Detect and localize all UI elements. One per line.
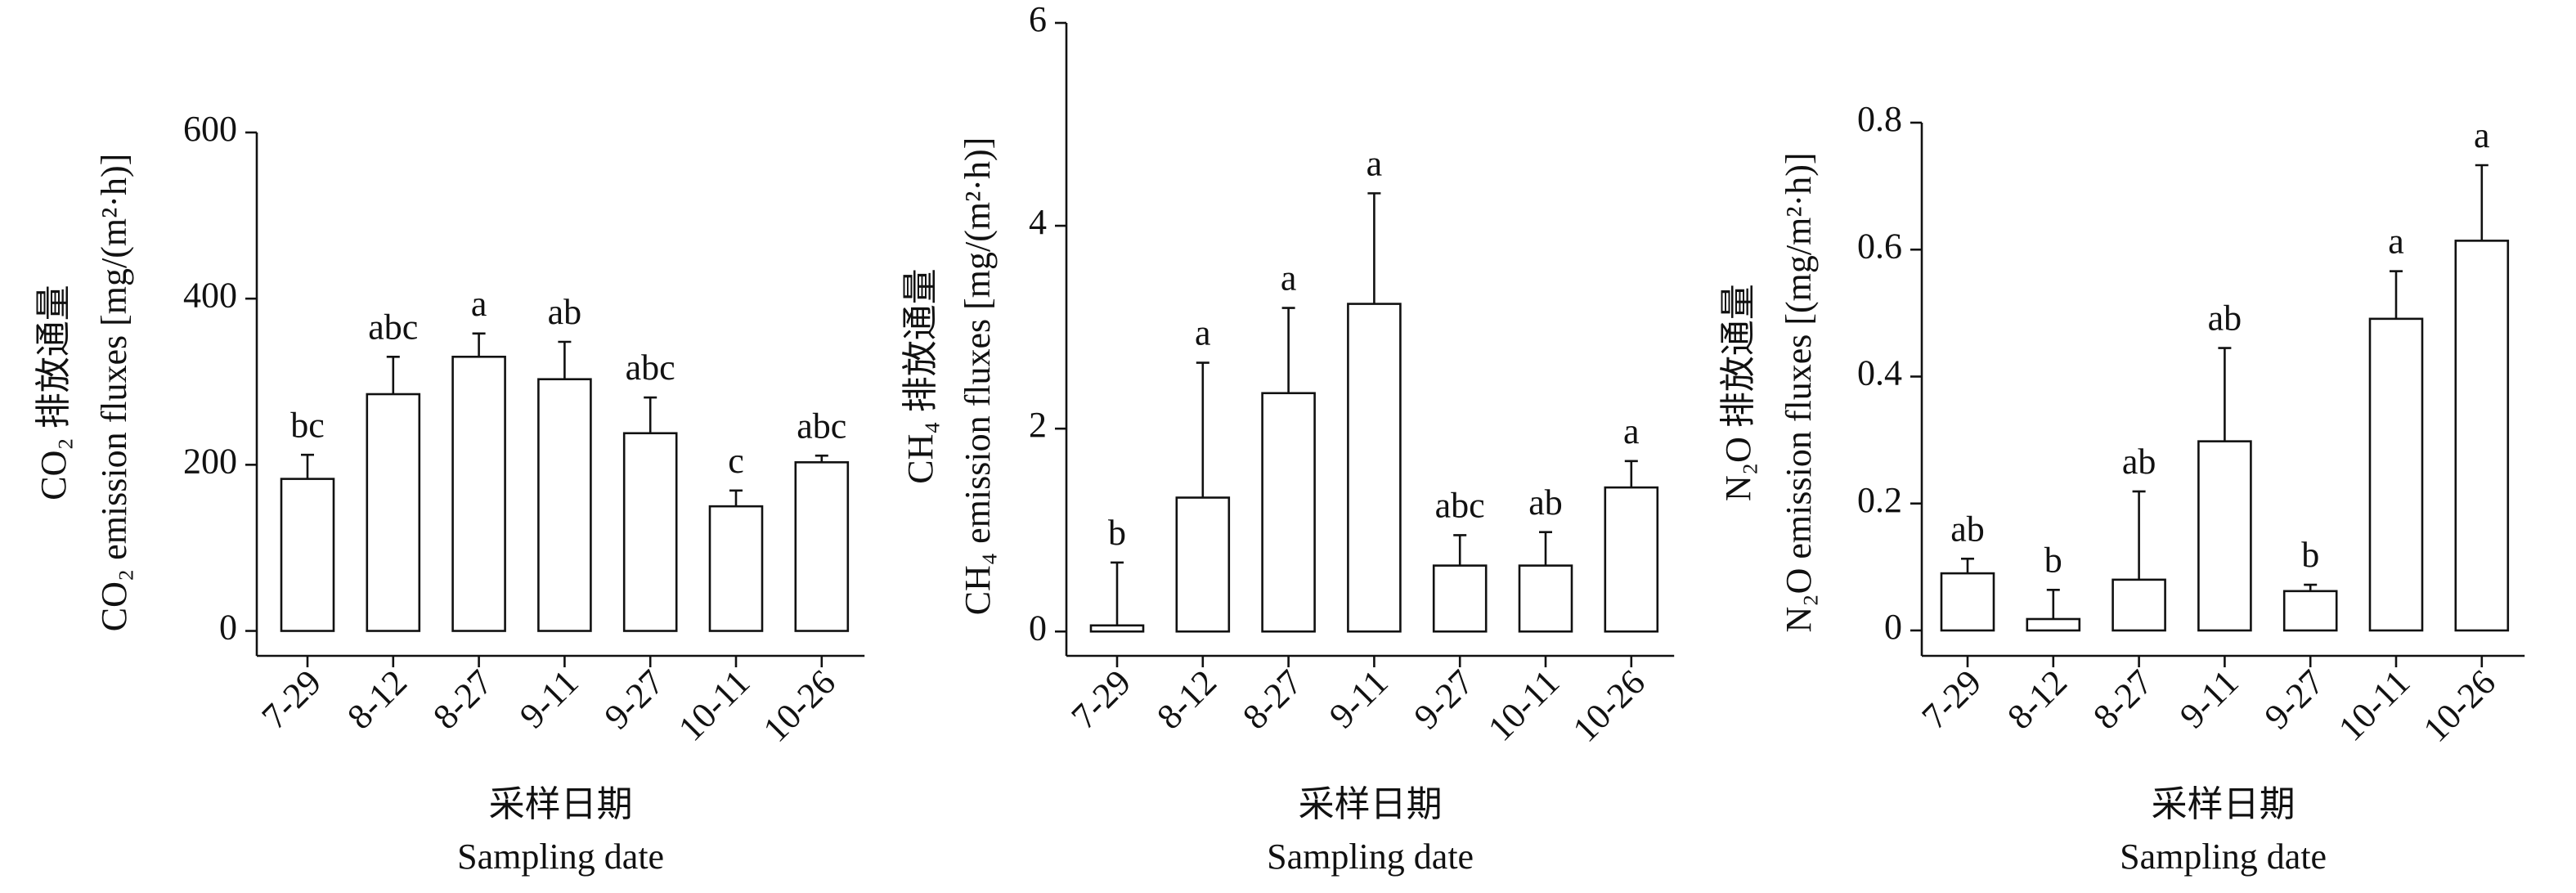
significance-letter: abc — [368, 307, 418, 347]
bar — [1432, 564, 1488, 633]
y-tick-label: 0.6 — [1857, 226, 1902, 266]
bar — [1518, 564, 1573, 633]
bar — [366, 393, 421, 632]
x-tick-label: 9-11 — [1322, 662, 1396, 737]
significance-letter: b — [2301, 535, 2319, 575]
x-tick-label: 10-11 — [2331, 662, 2417, 749]
x-tick-label: 7-29 — [1914, 662, 1990, 738]
bar — [2282, 590, 2338, 632]
bar — [2112, 578, 2166, 632]
x-axis-label-cn: 采样日期 — [1299, 784, 1443, 824]
significance-letter: a — [1623, 411, 1640, 451]
y-tick-label: 6 — [1029, 0, 1047, 39]
significance-letter: abc — [797, 406, 846, 446]
y-tick-label: 0.8 — [1857, 99, 1902, 139]
y-axis-label: CO₂ emission fluxes [mg/(m²·h)] — [94, 154, 134, 632]
x-tick-label: 9-11 — [512, 662, 586, 737]
significance-letter: ab — [2122, 442, 2156, 482]
significance-letter: a — [2474, 115, 2490, 155]
bar — [280, 478, 335, 632]
x-tick-label: 8-27 — [2085, 662, 2161, 738]
x-axis-label: Sampling date — [457, 837, 664, 877]
significance-letter: a — [1195, 313, 1211, 353]
significance-letter: a — [2388, 222, 2404, 262]
bar — [2026, 617, 2081, 632]
x-tick-label: 8-12 — [1149, 662, 1224, 738]
y-axis-label: N₂O emission fluxes [(mg/m²·h)] — [1779, 153, 1819, 633]
y-axis-label-cn: CH₄ 排放通量 — [900, 268, 940, 483]
significance-letter: abc — [626, 348, 675, 388]
significance-letter: ab — [2208, 298, 2242, 339]
bar — [622, 432, 678, 632]
bar — [537, 378, 592, 632]
y-axis-label-cn: N₂O 排放通量 — [1718, 284, 1758, 501]
x-tick-label: 8-27 — [1235, 662, 1310, 738]
significance-letter: abc — [1435, 485, 1485, 525]
bar — [708, 505, 764, 632]
bar — [1261, 392, 1316, 633]
bar — [451, 355, 506, 632]
x-tick-label: 7-29 — [1064, 662, 1139, 738]
y-tick-label: 0 — [1884, 607, 1902, 647]
y-tick-label: 0.4 — [1857, 353, 1902, 393]
y-tick-label: 2 — [1029, 405, 1047, 445]
x-axis-label-cn: 采样日期 — [2152, 784, 2296, 824]
x-tick-label: 10-26 — [1565, 662, 1653, 750]
significance-letter: ab — [1950, 509, 1985, 549]
x-tick-label: 10-11 — [671, 662, 757, 749]
x-axis-label: Sampling date — [1267, 837, 1474, 877]
x-tick-label: 10-26 — [756, 662, 843, 750]
x-tick-label: 10-11 — [1480, 662, 1567, 749]
y-tick-label: 0 — [219, 608, 237, 648]
bar — [2197, 440, 2252, 632]
x-axis-label-cn: 采样日期 — [489, 784, 633, 824]
y-tick-label: 200 — [183, 441, 237, 481]
x-tick-label: 9-11 — [2172, 662, 2246, 737]
bar — [1604, 486, 1659, 633]
x-tick-label: 9-27 — [2257, 662, 2332, 738]
significance-letter: b — [1108, 513, 1126, 553]
significance-letter: bc — [290, 405, 325, 445]
y-axis-label: CH₄ emission fluxes [mg/(m²·h)] — [958, 137, 998, 616]
x-tick-label: 8-27 — [425, 662, 500, 738]
significance-letter: a — [1367, 143, 1383, 183]
significance-letter: a — [1281, 258, 1297, 298]
bar — [1347, 303, 1402, 633]
y-axis-label-cn: CO₂ 排放通量 — [34, 285, 74, 500]
significance-letter: a — [471, 284, 487, 324]
x-tick-label: 8-12 — [339, 662, 415, 738]
bar — [2368, 317, 2424, 632]
significance-letter: c — [728, 441, 744, 481]
bar — [1175, 496, 1231, 633]
x-tick-label: 8-12 — [1999, 662, 2075, 738]
bar — [2454, 240, 2510, 632]
significance-letter: ab — [548, 292, 582, 332]
y-tick-label: 0 — [1029, 608, 1047, 648]
y-tick-label: 0.2 — [1857, 480, 1902, 520]
x-tick-label: 7-29 — [254, 662, 330, 738]
significance-letter: b — [2044, 540, 2062, 580]
bar — [1940, 572, 1995, 632]
x-tick-label: 9-27 — [597, 662, 672, 738]
y-tick-label: 400 — [183, 275, 237, 315]
bar — [794, 461, 850, 632]
significance-letter: ab — [1528, 482, 1563, 523]
x-tick-label: 9-27 — [1407, 662, 1482, 738]
x-axis-label: Sampling date — [2120, 837, 2327, 877]
x-tick-label: 10-26 — [2416, 662, 2503, 750]
y-tick-label: 600 — [183, 109, 237, 149]
y-tick-label: 4 — [1029, 202, 1047, 242]
bar — [1089, 624, 1145, 633]
